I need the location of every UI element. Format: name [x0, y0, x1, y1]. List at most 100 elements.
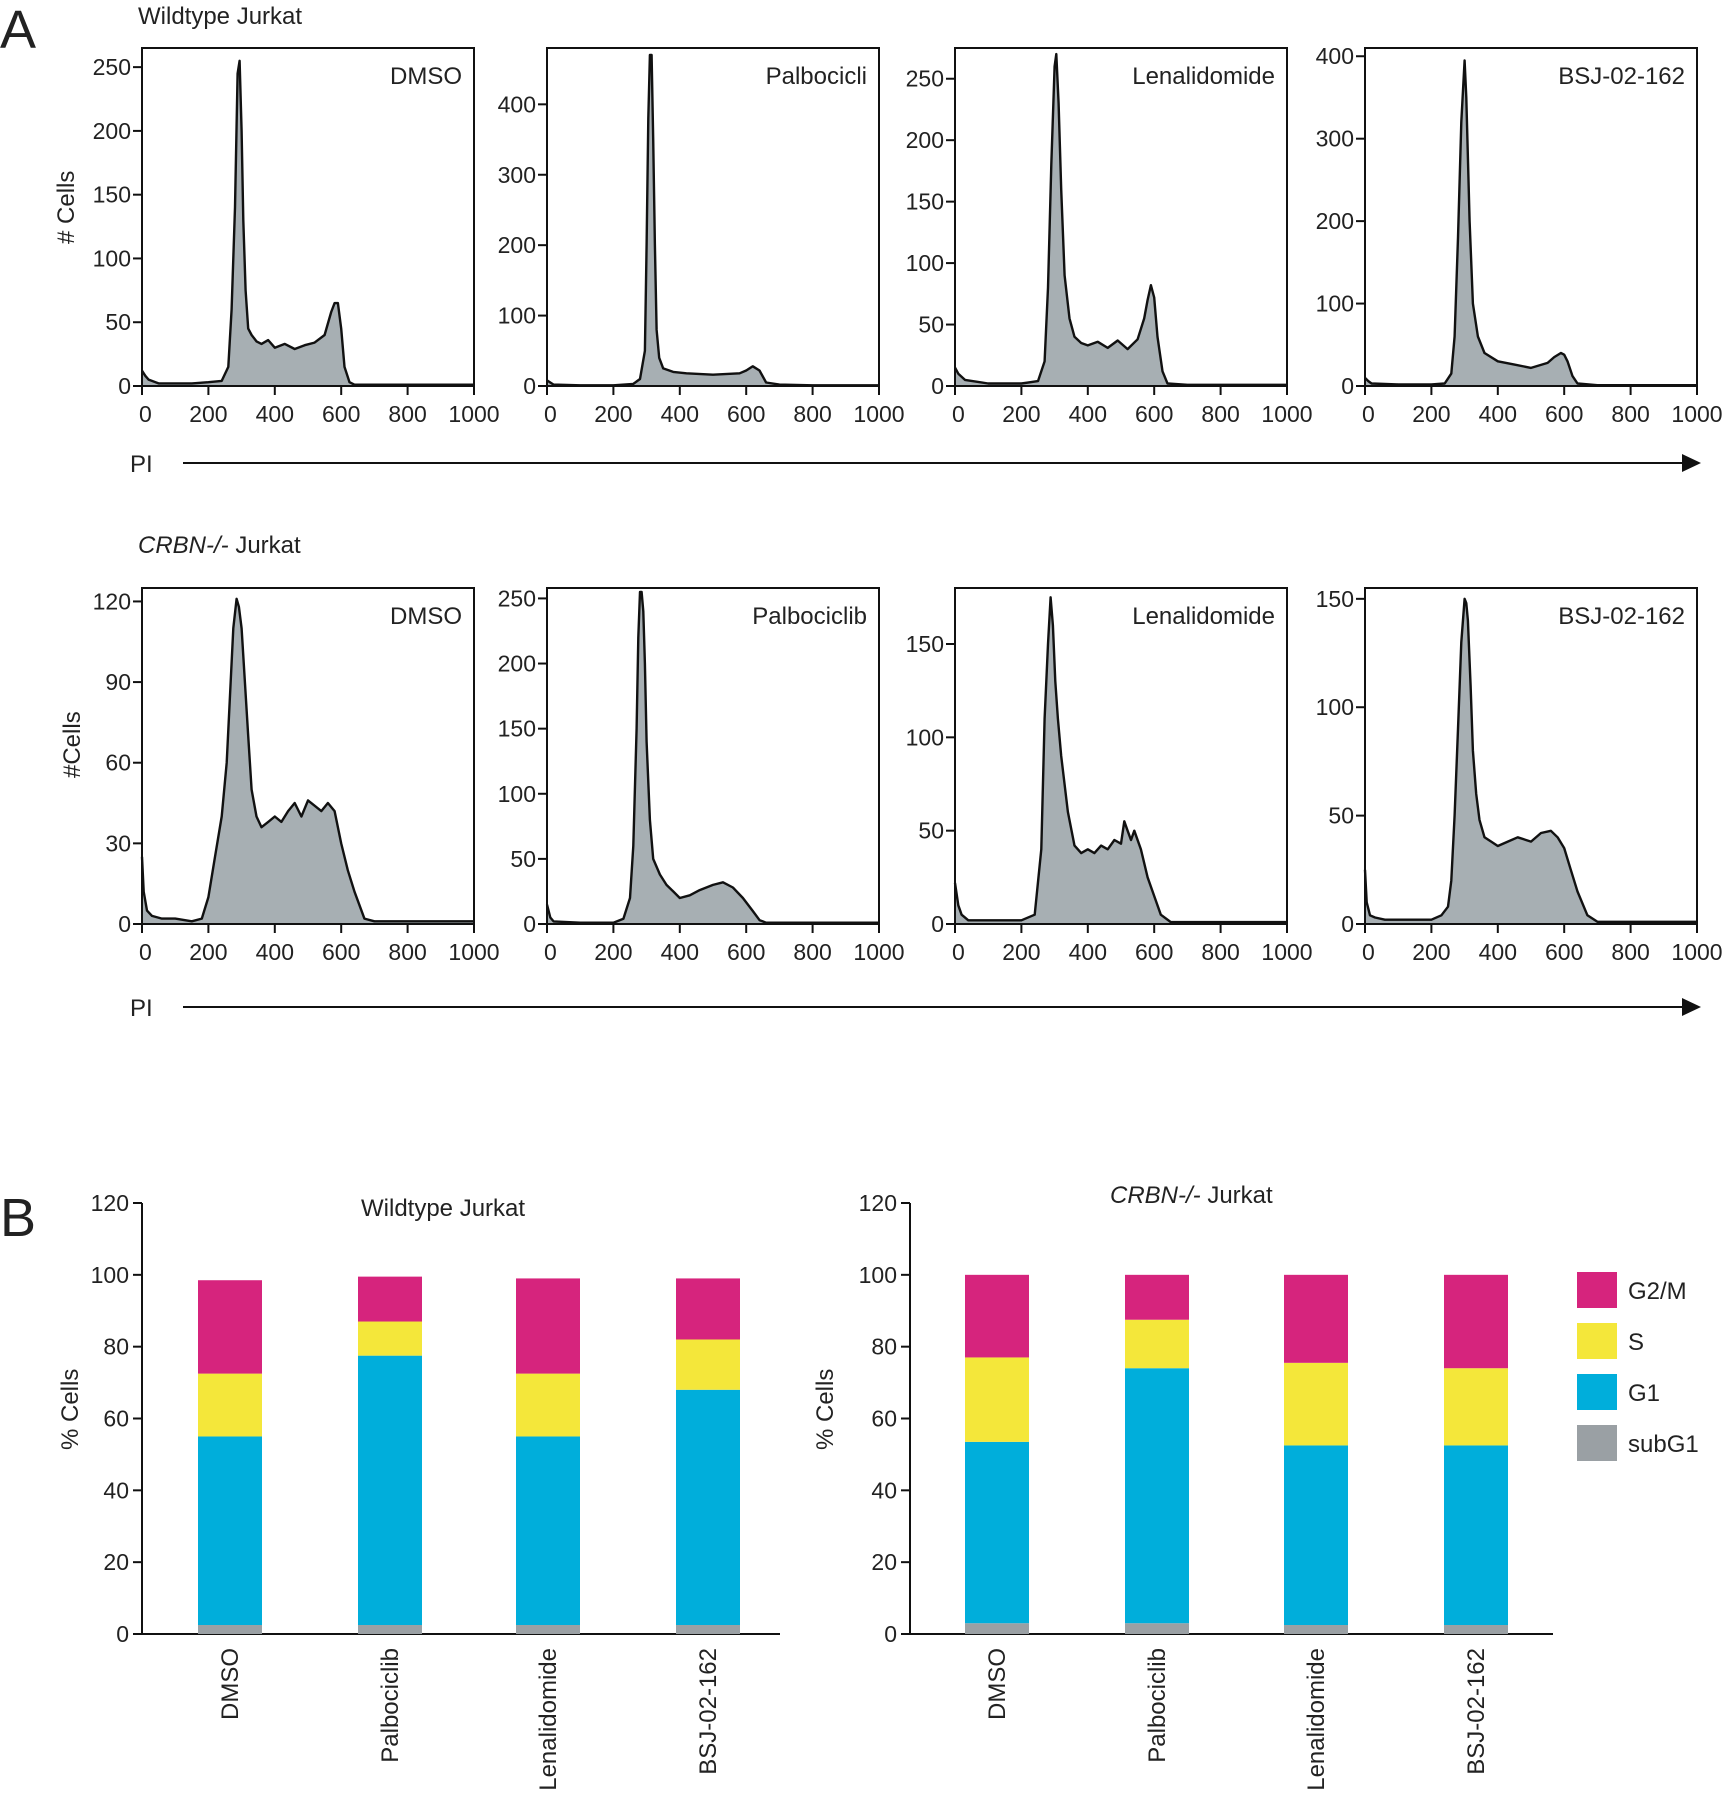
- bar-bsj-02-162-g1: [676, 1389, 740, 1626]
- bar-lenalidomide-s: [516, 1373, 580, 1437]
- bar-dmso-s: [965, 1357, 1029, 1442]
- y-tick-label: 60: [103, 1406, 129, 1432]
- row2-title-italic: CRBN-/-: [138, 532, 229, 559]
- row2-pi-arrow-head: [1682, 998, 1701, 1016]
- b-left-title: Wildtype Jurkat: [361, 1195, 525, 1222]
- y-tick-label: 30: [105, 830, 131, 856]
- bar-palbociclib-s: [358, 1321, 422, 1356]
- b-right-title: CRBN-/- Jurkat: [1110, 1182, 1273, 1209]
- histogram-outline: [546, 53, 879, 387]
- histogram-wt-palbociclib: 0 100 200 300 400 0 200 400 600 800 1000 Palbocicli: [498, 47, 905, 427]
- x-tick-label: 800: [793, 939, 831, 965]
- x-tick-label: 400: [1069, 939, 1107, 965]
- bar-dmso-s: [198, 1373, 262, 1437]
- y-tick-label: 60: [105, 750, 131, 776]
- y-tick-label: 150: [93, 182, 131, 208]
- y-tick-label: 50: [105, 309, 131, 335]
- bar-palbociclib-g2-m: [1125, 1274, 1189, 1320]
- x-tick-label: 400: [1069, 401, 1107, 427]
- y-tick-label: 100: [93, 245, 131, 271]
- x-tick-label: 1000: [448, 939, 499, 965]
- histogram-outline: [140, 59, 474, 386]
- plot-frame: [954, 587, 1288, 925]
- x-tick-label: 800: [1611, 939, 1649, 965]
- y-tick-label: 0: [523, 911, 536, 937]
- histogram-outline: [1364, 59, 1697, 387]
- histogram-fill: [1365, 60, 1697, 387]
- bar-palbociclib-g2-m: [358, 1276, 422, 1322]
- bar-bsj-02-162-g2-m: [1444, 1274, 1508, 1369]
- y-tick-label: 200: [1316, 208, 1354, 234]
- bar-bsj-02-162-s: [676, 1339, 740, 1390]
- y-tick-label: 120: [859, 1190, 897, 1216]
- x-tick-label: 400: [1479, 939, 1517, 965]
- x-tick-label: 200: [594, 401, 632, 427]
- bar-lenalidomide-g1: [516, 1436, 580, 1626]
- histogram-wt-lenalidomide: 0 50 100 150 200 250 0 200 400 600 800 1000 Lenalido…: [906, 47, 1313, 427]
- bar-lenalidomide-g1: [1284, 1445, 1348, 1626]
- y-tick-label: 0: [1341, 911, 1354, 937]
- bar-dmso-g2-m: [965, 1274, 1029, 1358]
- y-tick-label: 120: [93, 588, 131, 614]
- x-tick-label: 800: [1201, 401, 1239, 427]
- legend-label-g2-m: G2/M: [1628, 1278, 1687, 1305]
- histogram-fill: [547, 591, 879, 924]
- x-tick-label: 0: [139, 939, 152, 965]
- category-label-palbociclib: Palbociclib: [377, 1648, 404, 1763]
- histogram-crbn-dmso: 0 30 60 90 120 0 200 400 600 800 1000 DMSO: [93, 587, 500, 965]
- x-tick-label: 1000: [853, 401, 904, 427]
- row2-title-rest: Jurkat: [229, 532, 301, 559]
- bar-lenalidomide-subg1: [516, 1625, 580, 1634]
- b-left-y-label: % Cells: [57, 1369, 84, 1450]
- category-label-dmso: DMSO: [217, 1648, 244, 1720]
- bar-bsj-02-162-g2-m: [676, 1278, 740, 1340]
- legend-label-g1: G1: [1628, 1380, 1660, 1407]
- x-tick-label: 600: [1135, 401, 1173, 427]
- y-tick-label: 60: [871, 1406, 897, 1432]
- x-tick-label: 600: [727, 939, 765, 965]
- x-tick-label: 200: [1412, 939, 1450, 965]
- y-tick-label: 200: [498, 232, 536, 258]
- histogram-title-bsj-02-162: BSJ-02-162: [1558, 63, 1685, 90]
- x-tick-label: 1000: [448, 401, 499, 427]
- histogram-fill: [955, 54, 1287, 386]
- bar-bsj-02-162-g1: [1444, 1445, 1508, 1626]
- b-right-title-rest: Jurkat: [1201, 1182, 1273, 1209]
- y-tick-label: 100: [1316, 291, 1354, 317]
- bar-palbociclib-s: [1125, 1319, 1189, 1369]
- x-tick-label: 0: [952, 401, 965, 427]
- y-tick-label: 150: [1316, 586, 1354, 612]
- x-tick-label: 200: [189, 939, 227, 965]
- x-tick-label: 200: [1002, 939, 1040, 965]
- x-tick-label: 0: [1362, 939, 1375, 965]
- histogram-title-palbociclib: Palbociclib: [752, 603, 867, 630]
- y-tick-label: 0: [931, 373, 944, 399]
- plot-frame: [546, 587, 880, 925]
- histogram-wt-dmso: 0 50 100 150 200 250 0 200 400 600 800 1000 DMSO: [93, 47, 500, 427]
- y-tick-label: 400: [498, 91, 536, 117]
- bar-dmso-g2-m: [198, 1280, 262, 1374]
- x-tick-label: 1000: [1261, 401, 1312, 427]
- x-tick-label: 400: [256, 401, 294, 427]
- x-tick-label: 200: [189, 401, 227, 427]
- x-tick-label: 600: [322, 939, 360, 965]
- row1-x-label: PI: [130, 451, 153, 478]
- x-tick-label: 800: [388, 401, 426, 427]
- y-tick-label: 20: [103, 1549, 129, 1575]
- bar-lenalidomide-g2-m: [1284, 1274, 1348, 1363]
- x-tick-label: 0: [139, 401, 152, 427]
- histogram-crbn-lenalidomide: 0 50 100 150 0 200 400 600 800 1000 Lenalidomide: [906, 587, 1313, 965]
- y-tick-label: 150: [498, 716, 536, 742]
- legend-label-subg1: subG1: [1628, 1431, 1699, 1458]
- row2-y-label: #Cells: [59, 711, 86, 778]
- category-label-bsj-02-162: BSJ-02-162: [1463, 1648, 1490, 1775]
- y-tick-label: 250: [498, 585, 536, 611]
- legend-swatch-g2-m: [1577, 1272, 1617, 1308]
- y-tick-label: 100: [906, 250, 944, 276]
- category-label-bsj-02-162: BSJ-02-162: [695, 1648, 722, 1775]
- plot-frame: [546, 47, 880, 387]
- y-tick-label: 100: [498, 781, 536, 807]
- bar-bsj-02-162-s: [1444, 1368, 1508, 1446]
- y-tick-label: 40: [871, 1477, 897, 1503]
- x-tick-label: 600: [1135, 939, 1173, 965]
